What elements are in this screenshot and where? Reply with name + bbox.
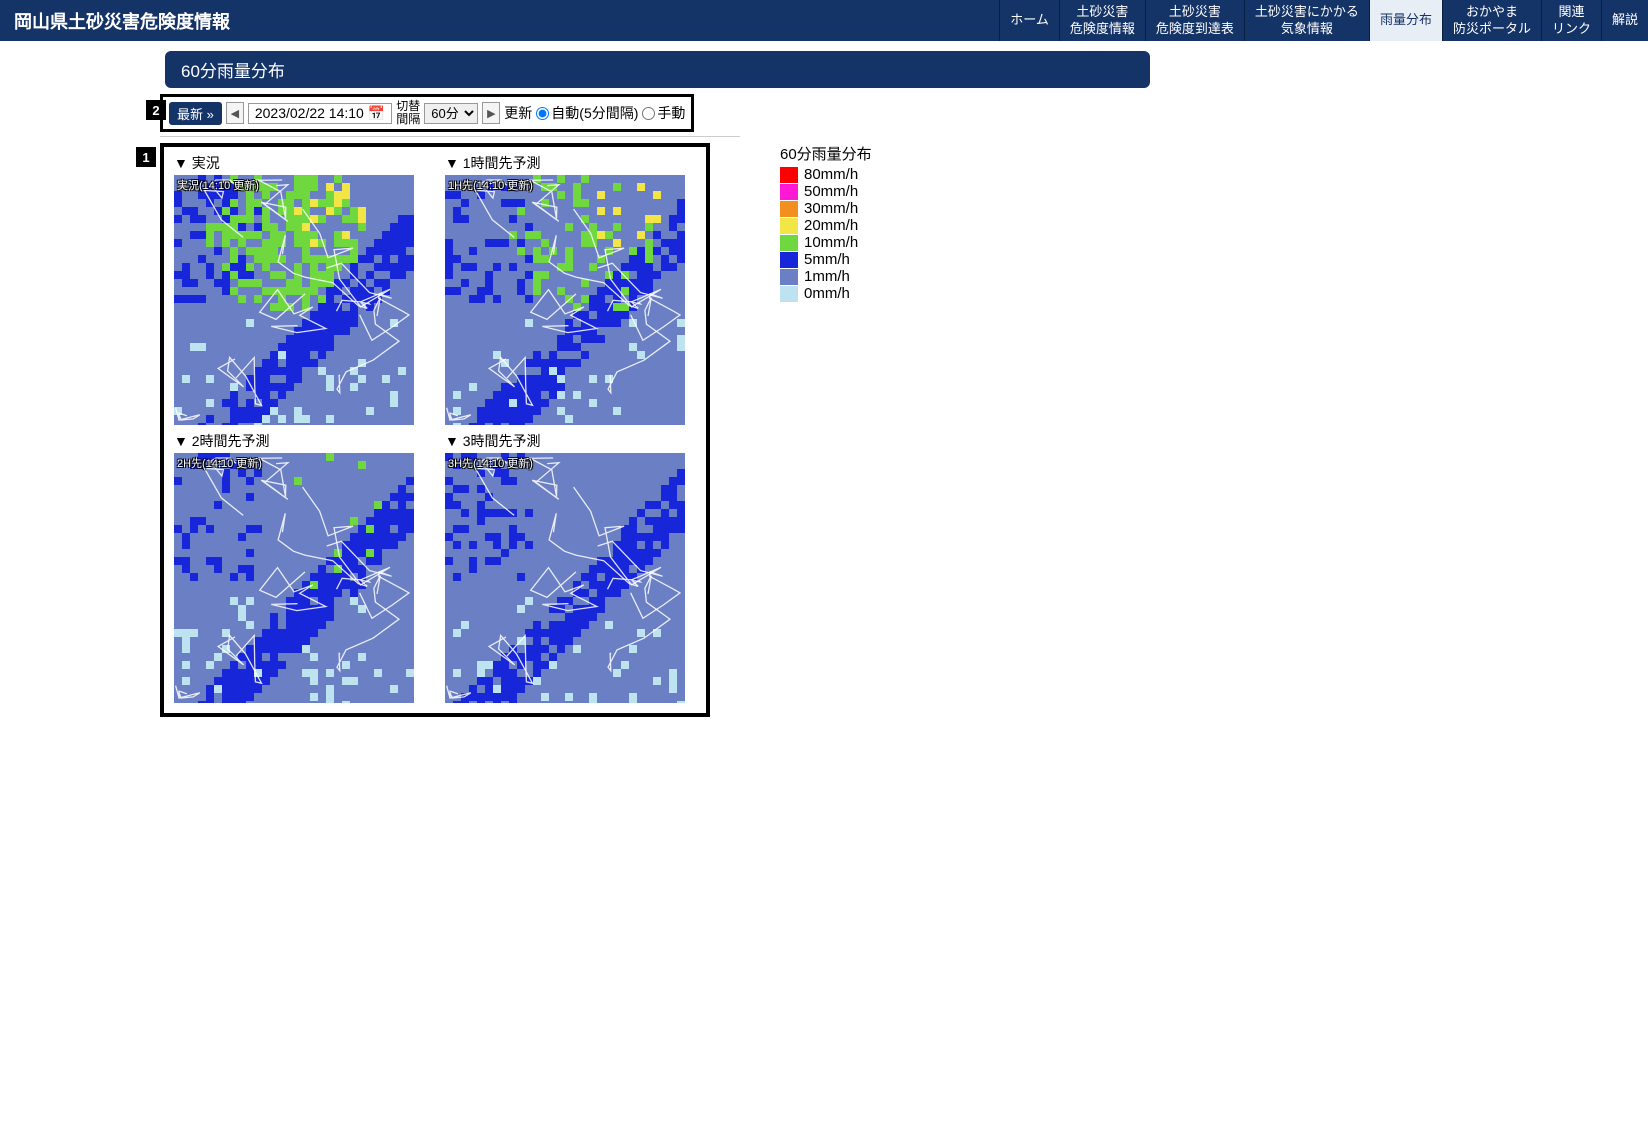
controls-outer: 2 最新 » ◀ 2023/02/22 14:10 📅 切替 間隔 60分 ▶ … — [160, 94, 1648, 132]
legend-swatch — [780, 201, 798, 217]
legend-swatch — [780, 184, 798, 200]
page-subheader: 60分雨量分布 — [167, 53, 1148, 86]
rainfall-map[interactable]: 実況(14:10 更新) — [174, 175, 414, 425]
legend: 60分雨量分布 80mm/h50mm/h30mm/h20mm/h10mm/h5m… — [780, 143, 872, 302]
header-bar: 岡山県土砂災害危険度情報 ホーム土砂災害危険度情報土砂災害危険度到達表土砂災害に… — [0, 0, 1648, 41]
legend-row: 80mm/h — [780, 166, 872, 183]
map-title: ▼ 3時間先予測 — [445, 431, 696, 451]
main-area: 1 ▼ 実況実況(14:10 更新)▼ 1時間先予測1H先(14:10 更新)▼… — [136, 143, 1648, 717]
prev-time-button[interactable]: ◀ — [226, 102, 244, 124]
nav-item[interactable]: 関連リンク — [1541, 0, 1601, 41]
legend-label: 10mm/h — [804, 234, 858, 251]
maps-outer: 1 ▼ 実況実況(14:10 更新)▼ 1時間先予測1H先(14:10 更新)▼… — [136, 143, 710, 717]
auto-update-radio[interactable]: 自動(5分間隔) — [536, 103, 638, 123]
legend-label: 0mm/h — [804, 285, 850, 302]
map-caption: 2H先(14:10 更新) — [177, 455, 262, 471]
map-caption: 1H先(14:10 更新) — [448, 177, 533, 193]
legend-row: 20mm/h — [780, 217, 872, 234]
nav-item[interactable]: 土砂災害にかかる気象情報 — [1244, 0, 1369, 41]
spacer — [244, 0, 999, 41]
legend-swatch — [780, 286, 798, 302]
update-label: 更新 — [504, 103, 532, 123]
nav-container: ホーム土砂災害危険度情報土砂災害危険度到達表土砂災害にかかる気象情報雨量分布おか… — [999, 0, 1648, 41]
legend-label: 30mm/h — [804, 200, 858, 217]
map-cell: ▼ 実況実況(14:10 更新) — [174, 153, 425, 425]
map-cell: ▼ 3時間先予測 3H先(14:10 更新) — [445, 431, 696, 703]
divider — [160, 136, 740, 137]
maps-box: ▼ 実況実況(14:10 更新) ▼ 1時間先予測 1H先(14:10 更新) ▼ 2… — [160, 143, 710, 717]
controls-box: 最新 » ◀ 2023/02/22 14:10 📅 切替 間隔 60分 ▶ 更新… — [160, 94, 694, 132]
legend-label: 1mm/h — [804, 268, 850, 285]
manual-radio-input[interactable] — [642, 107, 655, 120]
nav-item[interactable]: 土砂災害危険度到達表 — [1145, 0, 1244, 41]
legend-swatch — [780, 235, 798, 251]
legend-swatch — [780, 218, 798, 234]
next-time-button[interactable]: ▶ — [482, 102, 500, 124]
legend-row: 5mm/h — [780, 251, 872, 268]
legend-row: 0mm/h — [780, 285, 872, 302]
rainfall-map[interactable]: 2H先(14:10 更新) — [174, 453, 414, 703]
legend-row: 30mm/h — [780, 200, 872, 217]
datetime-field[interactable]: 2023/02/22 14:10 📅 — [248, 103, 392, 124]
map-caption: 実況(14:10 更新) — [177, 177, 259, 193]
calendar-icon[interactable]: 📅 — [368, 105, 385, 122]
interval-select[interactable]: 60分 — [424, 103, 478, 124]
manual-update-radio[interactable]: 手動 — [642, 103, 685, 123]
nav-item[interactable]: ホーム — [999, 0, 1059, 41]
legend-row: 1mm/h — [780, 268, 872, 285]
map-title: ▼ 実況 — [174, 153, 425, 173]
rainfall-map[interactable]: 1H先(14:10 更新) — [445, 175, 685, 425]
legend-items: 80mm/h50mm/h30mm/h20mm/h10mm/h5mm/h1mm/h… — [780, 166, 872, 302]
nav-item[interactable]: 雨量分布 — [1369, 0, 1442, 41]
maps-grid: ▼ 実況実況(14:10 更新) ▼ 1時間先予測 1H先(14:10 更新) ▼ 2… — [174, 153, 696, 703]
nav-item[interactable]: おかやま防災ポータル — [1442, 0, 1541, 41]
auto-radio-input[interactable] — [536, 107, 549, 120]
map-caption: 3H先(14:10 更新) — [448, 455, 533, 471]
datetime-value: 2023/02/22 14:10 — [255, 105, 364, 121]
legend-label: 5mm/h — [804, 251, 850, 268]
legend-title: 60分雨量分布 — [780, 143, 872, 164]
legend-row: 10mm/h — [780, 234, 872, 251]
nav-item[interactable]: 土砂災害危険度情報 — [1059, 0, 1145, 41]
page-subheader-wrap: 60分雨量分布 — [165, 51, 1150, 88]
map-cell: ▼ 2時間先予測 2H先(14:10 更新) — [174, 431, 425, 703]
rainfall-map[interactable]: 3H先(14:10 更新) — [445, 453, 685, 703]
legend-label: 80mm/h — [804, 166, 858, 183]
legend-label: 50mm/h — [804, 183, 858, 200]
map-title: ▼ 2時間先予測 — [174, 431, 425, 451]
callout-badge-1: 1 — [136, 147, 156, 167]
map-cell: ▼ 1時間先予測 1H先(14:10 更新) — [445, 153, 696, 425]
legend-row: 50mm/h — [780, 183, 872, 200]
legend-swatch — [780, 167, 798, 183]
nav-item[interactable]: 解説 — [1601, 0, 1648, 41]
legend-swatch — [780, 252, 798, 268]
legend-swatch — [780, 269, 798, 285]
latest-button[interactable]: 最新 » — [169, 102, 222, 125]
site-title: 岡山県土砂災害危険度情報 — [0, 0, 244, 41]
map-title: ▼ 1時間先予測 — [445, 153, 696, 173]
legend-label: 20mm/h — [804, 217, 858, 234]
interval-label: 切替 間隔 — [396, 100, 420, 126]
callout-badge-2: 2 — [146, 100, 166, 120]
